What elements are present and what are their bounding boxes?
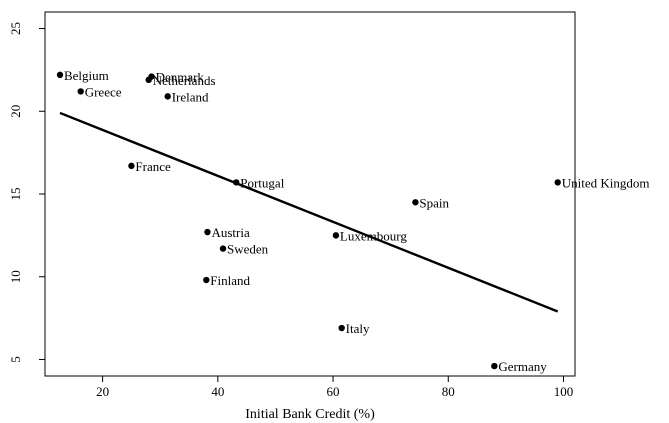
data-point [128, 163, 134, 169]
point-label: France [135, 159, 171, 174]
x-tick-label: 80 [442, 384, 455, 399]
data-point [491, 363, 497, 369]
data-point [165, 93, 171, 99]
point-label: Luxembourg [340, 228, 407, 243]
data-point [203, 277, 209, 283]
point-label: Ireland [172, 89, 209, 104]
point-label: Italy [346, 321, 370, 336]
data-point [204, 229, 210, 235]
point-label: Greece [85, 84, 122, 99]
y-tick-label: 5 [8, 356, 23, 363]
data-point [555, 179, 561, 185]
data-point [220, 245, 226, 251]
point-label: Netherlands [153, 73, 216, 88]
point-label: Sweden [227, 242, 269, 257]
y-tick-label: 10 [8, 270, 23, 283]
x-tick-label: 40 [211, 384, 224, 399]
x-axis-title: Initial Bank Credit (%) [245, 407, 375, 422]
regression-line [60, 113, 558, 312]
data-points: BelgiumGreeceDenmarkNetherlandsIrelandFr… [57, 68, 650, 374]
point-label: Germany [498, 359, 547, 374]
plot-frame [45, 12, 575, 376]
point-label: Austria [211, 225, 250, 240]
point-label: Belgium [64, 68, 109, 83]
data-point [338, 325, 344, 331]
data-point [333, 232, 339, 238]
y-axis: 5 10 15 20 25 [8, 22, 45, 363]
data-point [57, 72, 63, 78]
x-tick-label: 100 [554, 384, 574, 399]
y-tick-label: 20 [8, 105, 23, 118]
x-axis: 20 40 60 80 100 [96, 376, 573, 399]
point-label: United Kingdom [562, 175, 650, 190]
y-tick-label: 15 [8, 188, 23, 201]
data-point [145, 77, 151, 83]
point-label: Finland [210, 273, 250, 288]
data-point [412, 199, 418, 205]
x-tick-label: 60 [327, 384, 340, 399]
y-tick-label: 25 [8, 22, 23, 35]
data-point [233, 179, 239, 185]
x-tick-label: 20 [96, 384, 109, 399]
point-label: Portugal [240, 175, 284, 190]
data-point [78, 88, 84, 94]
point-label: Spain [419, 195, 449, 210]
